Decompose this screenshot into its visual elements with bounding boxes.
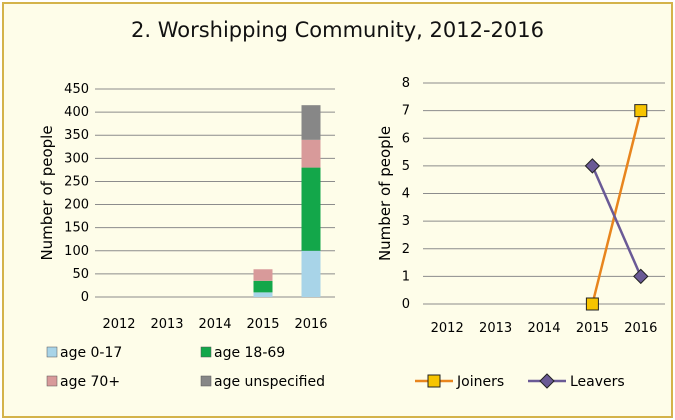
bar-segment — [254, 269, 273, 281]
bar-x-tick-label: 2012 — [102, 317, 135, 332]
line-y-tick-label: 8 — [402, 76, 410, 91]
line-y-tick-label: 5 — [402, 159, 410, 174]
bar-y-tick-label: 50 — [72, 267, 89, 282]
bar-segment — [302, 105, 321, 140]
bar-segment — [254, 292, 273, 297]
line-y-tick-label: 6 — [402, 131, 410, 146]
bar-x-tick-label: 2014 — [198, 317, 231, 332]
bar-legend-swatch — [201, 347, 211, 357]
bar-y-axis-label: Number of people — [38, 125, 56, 260]
bar-legend-swatch — [47, 376, 57, 386]
bar-legend-label: age 70+ — [60, 374, 120, 390]
line-legend-marker — [540, 374, 554, 388]
line-x-tick-label: 2012 — [431, 321, 464, 336]
bar-segment — [302, 168, 321, 251]
bar-segment — [302, 140, 321, 168]
line-y-tick-label: 0 — [402, 297, 410, 312]
line-y-tick-label: 1 — [402, 269, 410, 284]
bar-legend-swatch — [201, 376, 211, 386]
line-x-tick-label: 2015 — [576, 321, 609, 336]
line-legend-label: Joiners — [456, 374, 504, 390]
line-legend-marker — [428, 375, 440, 387]
bar-y-tick-label: 100 — [64, 244, 89, 259]
bar-legend-label: age 0-17 — [60, 345, 122, 361]
bar-x-tick-label: 2016 — [294, 317, 327, 332]
line-x-tick-label: 2014 — [527, 321, 560, 336]
bar-segment — [254, 281, 273, 293]
line-x-tick-label: 2016 — [624, 321, 657, 336]
bar-y-tick-label: 150 — [64, 221, 89, 236]
line-y-tick-label: 4 — [402, 187, 410, 202]
bar-legend-label: age 18-69 — [214, 345, 285, 361]
line-y-tick-label: 7 — [402, 104, 410, 119]
bar-y-tick-label: 350 — [64, 128, 89, 143]
bar-x-tick-label: 2015 — [246, 317, 279, 332]
bar-y-tick-label: 400 — [64, 105, 89, 120]
line-y-tick-label: 2 — [402, 242, 410, 257]
line-point-joiners — [586, 298, 598, 310]
bar-y-tick-label: 200 — [64, 198, 89, 213]
line-point-joiners — [635, 105, 647, 117]
bar-y-tick-label: 250 — [64, 174, 89, 189]
line-x-tick-label: 2013 — [479, 321, 512, 336]
bar-y-tick-label: 450 — [64, 82, 89, 97]
line-series-joiners — [592, 111, 640, 304]
line-y-axis-label: Number of people — [376, 126, 394, 261]
line-point-leavers — [585, 159, 599, 173]
bar-segment — [302, 251, 321, 297]
line-legend-label: Leavers — [570, 374, 625, 390]
bar-x-tick-label: 2013 — [150, 317, 183, 332]
line-point-leavers — [634, 269, 648, 283]
bar-legend-swatch — [47, 347, 57, 357]
line-y-tick-label: 3 — [402, 214, 410, 229]
bar-legend-label: age unspecified — [214, 374, 325, 390]
bar-y-tick-label: 300 — [64, 151, 89, 166]
bar-y-tick-label: 0 — [81, 290, 89, 305]
